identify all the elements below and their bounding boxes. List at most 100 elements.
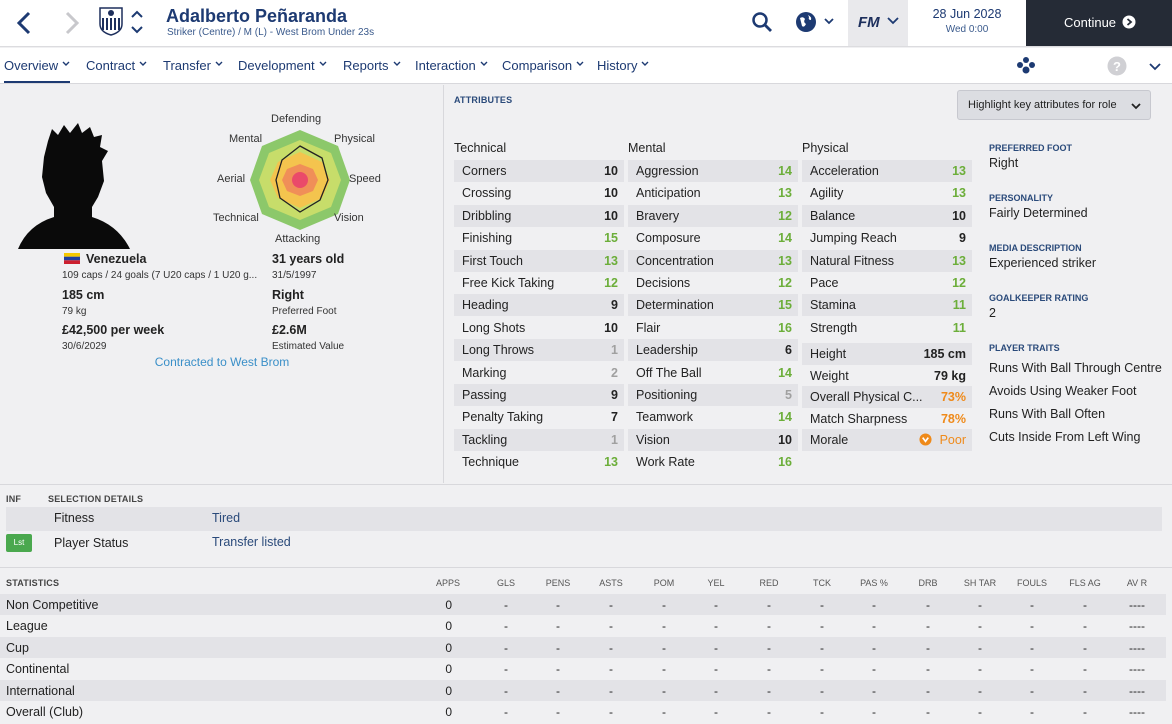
fm-menu-button[interactable]: FM: [848, 0, 908, 46]
attribute-row[interactable]: Free Kick Taking 12: [454, 272, 624, 294]
attribute-row[interactable]: Stamina 11: [802, 294, 972, 317]
attribute-row[interactable]: Marking 2: [454, 362, 624, 384]
attribute-row[interactable]: Long Throws 1: [454, 339, 624, 362]
table-row[interactable]: Continental 0- - - - - - - - - - - - ----: [0, 658, 1166, 679]
back-arrow-icon[interactable]: [10, 8, 40, 38]
selection-row-fitness[interactable]: Fitness Tired: [6, 507, 1162, 531]
attribute-row[interactable]: Work Rate 16: [628, 451, 798, 473]
statistics-column-header[interactable]: YEL: [707, 578, 725, 588]
attribute-row[interactable]: Overall Physical C... 73%: [802, 386, 972, 409]
player-trait[interactable]: Runs With Ball Through Centre: [989, 361, 1162, 375]
tab-contract[interactable]: Contract: [86, 58, 147, 73]
chevron-down-icon: [887, 17, 899, 25]
statistics-column-header[interactable]: ASTS: [599, 578, 623, 588]
technical-column-title: Technical: [454, 141, 507, 155]
attribute-row[interactable]: Penalty Taking 7: [454, 406, 624, 428]
attribute-row[interactable]: Passing 9: [454, 384, 624, 406]
scout-paw-icon[interactable]: [1016, 56, 1036, 76]
statistics-column-header[interactable]: TCK: [813, 578, 831, 588]
table-row[interactable]: Overall (Club) 0- - - - - - - - - - - - ----: [0, 701, 1166, 722]
player-trait[interactable]: Runs With Ball Often: [989, 407, 1106, 421]
attribute-row[interactable]: First Touch 13: [454, 249, 624, 272]
table-cell: -: [1030, 619, 1034, 634]
attribute-row[interactable]: Off The Ball 14: [628, 362, 798, 384]
statistics-column-header[interactable]: FLS AG: [1069, 578, 1101, 588]
tab-overview[interactable]: Overview: [4, 58, 71, 83]
nationality[interactable]: Venezuela: [64, 252, 146, 266]
attribute-row[interactable]: Agility 13: [802, 182, 972, 204]
statistics-column-header[interactable]: DRB: [918, 578, 938, 588]
statistics-column-header[interactable]: GLS: [496, 578, 515, 588]
search-icon[interactable]: [750, 10, 774, 34]
attribute-row[interactable]: Bravery 12: [628, 204, 798, 227]
attribute-row[interactable]: Concentration 13: [628, 249, 798, 272]
statistics-column-header[interactable]: PENS: [545, 578, 571, 588]
attribute-row[interactable]: Strength 11: [802, 317, 972, 339]
selection-row-player-status[interactable]: Lst Player Status Transfer listed: [6, 531, 1162, 555]
attribute-row[interactable]: Pace 12: [802, 272, 972, 294]
attribute-row[interactable]: Tackling 1: [454, 428, 624, 451]
attribute-row[interactable]: Long Shots 10: [454, 317, 624, 339]
attribute-row[interactable]: Dribbling 10: [454, 204, 624, 227]
attribute-row[interactable]: Crossing 10: [454, 182, 624, 204]
player-trait[interactable]: Cuts Inside From Left Wing: [989, 430, 1141, 444]
attribute-row[interactable]: Anticipation 13: [628, 182, 798, 204]
tab-comparison[interactable]: Comparison: [502, 58, 584, 73]
attribute-row[interactable]: Jumping Reach 9: [802, 227, 972, 249]
attribute-row[interactable]: Aggression 14: [628, 160, 798, 182]
statistics-column-header[interactable]: RED: [759, 578, 779, 588]
attribute-row[interactable]: Weight 79 kg: [802, 365, 972, 387]
attribute-name: Anticipation: [636, 186, 701, 201]
attribute-row[interactable]: Morale Poor: [802, 429, 972, 452]
up-down-chevron-icon[interactable]: [129, 7, 145, 37]
attribute-row[interactable]: Natural Fitness 13: [802, 249, 972, 272]
attribute-row[interactable]: Height 185 cm: [802, 343, 972, 365]
player-trait[interactable]: Avoids Using Weaker Foot: [989, 384, 1137, 398]
statistics-column-header[interactable]: PAS %: [860, 578, 888, 588]
forward-arrow-icon[interactable]: [56, 8, 86, 38]
statistics-column-header[interactable]: POM: [653, 578, 675, 588]
attribute-row[interactable]: Acceleration 13: [802, 160, 972, 182]
chevron-down-icon[interactable]: [1148, 60, 1162, 74]
estimated-value-label: Estimated Value: [272, 341, 345, 352]
globe-icon[interactable]: [794, 10, 838, 34]
highlight-key-attributes-dropdown[interactable]: Highlight key attributes for role: [957, 90, 1151, 120]
table-cell: -: [1083, 619, 1087, 634]
statistics-column-header[interactable]: AV R: [1126, 578, 1148, 588]
chevron-down-icon: [319, 61, 327, 66]
statistics-column-header[interactable]: FOULS: [1016, 578, 1047, 588]
attribute-row[interactable]: Teamwork 14: [628, 406, 798, 428]
attribute-row[interactable]: Heading 9: [454, 294, 624, 317]
tab-development[interactable]: Development: [238, 58, 327, 73]
tab-history[interactable]: History: [597, 58, 649, 73]
attribute-row[interactable]: Leadership 6: [628, 339, 798, 362]
attribute-row[interactable]: Balance 10: [802, 204, 972, 227]
table-row[interactable]: International 0- - - - - - - - - - - - ----: [0, 679, 1166, 701]
attribute-row[interactable]: Technique 13: [454, 451, 624, 473]
attribute-value: 1: [611, 343, 618, 358]
statistics-column-header[interactable]: SH TAR: [963, 578, 997, 588]
contracted-to-link[interactable]: Contracted to West Brom: [154, 355, 290, 369]
statistics-column-header[interactable]: APPS: [435, 578, 460, 588]
attribute-row[interactable]: Decisions 12: [628, 272, 798, 294]
help-icon[interactable]: ?: [1107, 56, 1127, 76]
table-row[interactable]: Cup 0- - - - - - - - - - - - ----: [0, 636, 1166, 658]
attribute-row[interactable]: Finishing 15: [454, 227, 624, 249]
attribute-row[interactable]: Corners 10: [454, 160, 624, 182]
game-date[interactable]: 28 Jun 2028 Wed 0:00: [908, 0, 1026, 46]
attribute-row[interactable]: Determination 15: [628, 294, 798, 317]
table-row[interactable]: League 0- - - - - - - - - - - - ----: [0, 615, 1166, 636]
table-row[interactable]: Non Competitive 0- - - - - - - - - - - - ----: [0, 594, 1166, 615]
tab-reports[interactable]: Reports: [343, 58, 401, 73]
club-badge-icon[interactable]: [98, 6, 124, 36]
tab-transfer[interactable]: Transfer: [163, 58, 223, 73]
attribute-row[interactable]: Positioning 5: [628, 384, 798, 406]
continue-button[interactable]: Continue: [1026, 0, 1172, 46]
attribute-row[interactable]: Flair 16: [628, 317, 798, 339]
attribute-row[interactable]: Composure 14: [628, 227, 798, 249]
attribute-row[interactable]: Match Sharpness 78%: [802, 408, 972, 430]
player-position-club[interactable]: Striker (Centre) / M (L) - West Brom Und…: [167, 27, 375, 38]
tab-interaction[interactable]: Interaction: [415, 58, 488, 73]
caps-info: 109 caps / 24 goals (7 U20 caps / 1 U20 …: [62, 270, 258, 281]
attribute-row[interactable]: Vision 10: [628, 428, 798, 451]
